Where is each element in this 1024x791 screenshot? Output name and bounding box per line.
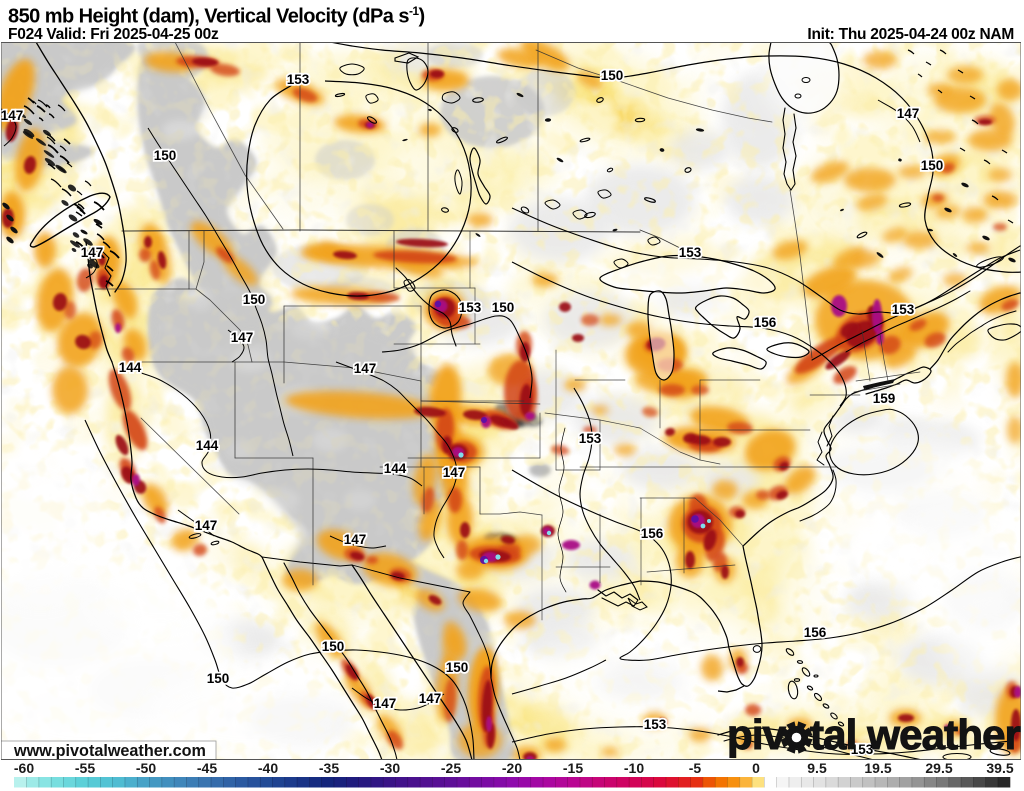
- svg-text:150: 150: [601, 68, 624, 83]
- svg-text:150: 150: [492, 300, 515, 315]
- svg-text:-50: -50: [136, 760, 156, 776]
- svg-text:147: 147: [443, 465, 466, 480]
- svg-text:150: 150: [243, 292, 266, 307]
- svg-text:147: 147: [374, 696, 397, 711]
- svg-text:144: 144: [119, 360, 142, 375]
- svg-text:-30: -30: [380, 760, 400, 776]
- svg-text:159: 159: [873, 391, 896, 406]
- svg-text:150: 150: [322, 639, 345, 654]
- svg-text:153: 153: [459, 300, 482, 315]
- svg-text:-15: -15: [563, 760, 583, 776]
- svg-text:153: 153: [851, 742, 874, 757]
- svg-text:150: 150: [154, 148, 177, 163]
- svg-text:39.5: 39.5: [986, 760, 1013, 776]
- svg-text:144: 144: [384, 461, 407, 476]
- svg-text:147: 147: [344, 532, 367, 547]
- svg-text:150: 150: [921, 158, 944, 173]
- svg-text:pivotal weather: pivotal weather: [727, 711, 1021, 758]
- svg-text:-10: -10: [624, 760, 644, 776]
- svg-text:-25: -25: [441, 760, 461, 776]
- svg-text:147: 147: [195, 518, 218, 533]
- svg-text:-45: -45: [197, 760, 217, 776]
- svg-text:www.pivotalweather.com: www.pivotalweather.com: [13, 742, 206, 760]
- svg-text:-5: -5: [689, 760, 702, 776]
- svg-text:19.5: 19.5: [864, 760, 891, 776]
- svg-text:-20: -20: [502, 760, 522, 776]
- svg-text:29.5: 29.5: [925, 760, 952, 776]
- svg-text:153: 153: [679, 245, 702, 260]
- svg-text:147: 147: [1, 108, 24, 123]
- svg-text:9.5: 9.5: [807, 760, 827, 776]
- svg-text:153: 153: [579, 431, 602, 446]
- svg-text:-40: -40: [258, 760, 278, 776]
- svg-text:153: 153: [892, 302, 915, 317]
- svg-text:153: 153: [644, 717, 667, 732]
- svg-text:147: 147: [897, 106, 920, 121]
- svg-text:156: 156: [804, 625, 827, 640]
- svg-text:153: 153: [287, 72, 310, 87]
- svg-text:-35: -35: [319, 760, 339, 776]
- svg-text:150: 150: [207, 671, 230, 686]
- svg-text:156: 156: [641, 526, 664, 541]
- svg-text:0: 0: [752, 760, 760, 776]
- svg-text:147: 147: [354, 361, 377, 376]
- svg-text:147: 147: [231, 330, 254, 345]
- svg-text:-55: -55: [75, 760, 95, 776]
- svg-text:150: 150: [446, 660, 469, 675]
- svg-text:156: 156: [754, 315, 777, 330]
- svg-text:-60: -60: [14, 760, 34, 776]
- svg-text:147: 147: [81, 245, 104, 260]
- svg-text:144: 144: [196, 438, 219, 453]
- svg-text:147: 147: [419, 691, 442, 706]
